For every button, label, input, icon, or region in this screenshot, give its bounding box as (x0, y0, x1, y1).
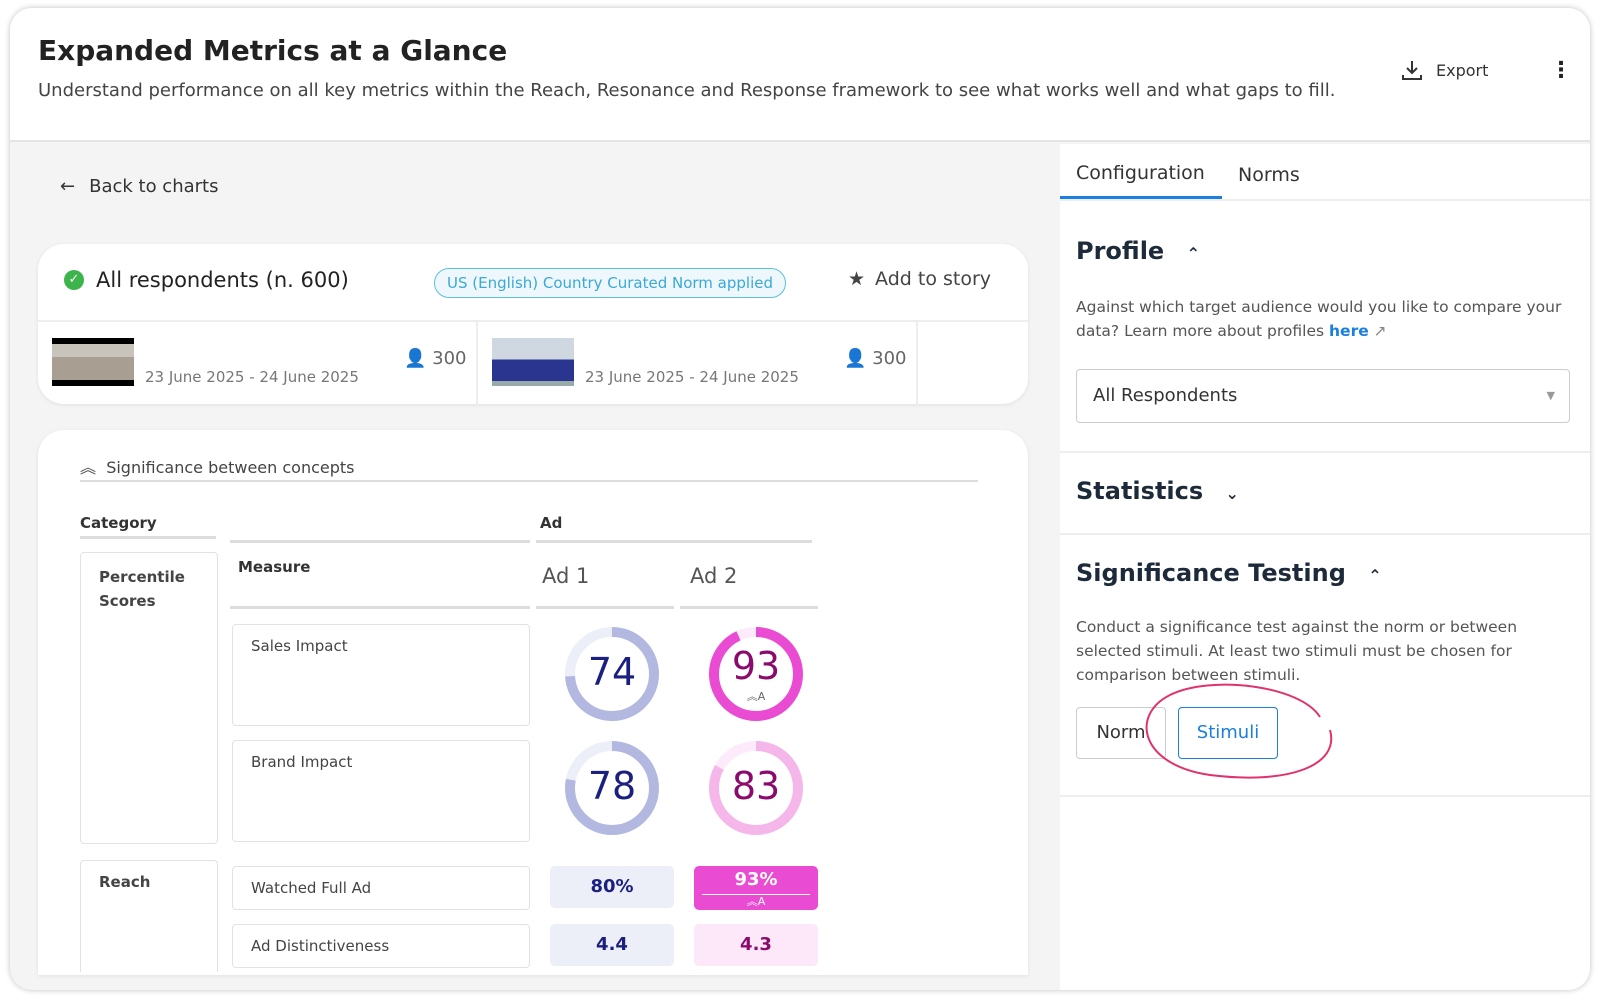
score-value: 74 (587, 650, 637, 694)
ad-tile[interactable]: 23 June 2025 - 24 June 2025 👤 300 (38, 322, 478, 406)
check-circle-icon: ✓ (64, 270, 84, 290)
value-watched-full-ad-ad2: 93% ︽A (694, 866, 818, 910)
tab-norms[interactable]: Norms (1238, 164, 1300, 186)
profile-section: Profile ⌃ Against which target audience … (1060, 201, 1590, 453)
double-chevron-up-icon: ︽ (80, 458, 97, 477)
ad-group-header: Ad (540, 514, 563, 532)
page-header: Expanded Metrics at a Glance Understand … (10, 8, 1590, 142)
profile-toggle[interactable]: Profile ⌃ (1076, 237, 1200, 265)
statistics-section: Statistics ⌄ (1060, 453, 1590, 535)
active-tab-indicator (1060, 196, 1222, 199)
ad-thumbnail (52, 338, 134, 386)
back-label: Back to charts (89, 176, 219, 197)
profile-select[interactable]: All Respondents ▼ (1076, 369, 1570, 423)
significance-marker: ︽A (746, 690, 766, 703)
norm-badge: US (English) Country Curated Norm applie… (434, 268, 787, 298)
statistics-toggle[interactable]: Statistics ⌄ (1076, 477, 1239, 505)
score-value: 78 (587, 764, 637, 808)
respondent-count: 👤 300 (404, 348, 467, 369)
tab-configuration[interactable]: Configuration (1076, 162, 1205, 184)
export-button[interactable]: Export (1400, 58, 1488, 82)
metrics-card: ︽ Significance between concepts Category… (38, 430, 1028, 975)
ring-fill (565, 627, 659, 721)
value-ad-distinctiveness-ad2: 4.3 (694, 924, 818, 966)
export-label: Export (1436, 60, 1489, 80)
significance-description: Conduct a significance test against the … (1076, 618, 1518, 684)
respondents-card: ✓ All respondents (n. 600) US (English) … (38, 244, 1028, 406)
ring-fill (709, 741, 803, 835)
significance-toggle[interactable]: ︽ Significance between concepts (80, 458, 355, 477)
add-to-story-label: Add to story (875, 268, 992, 290)
profile-help-link[interactable]: here (1329, 322, 1369, 340)
configuration-panel: Configuration Norms Profile ⌃ Against wh… (1060, 144, 1590, 990)
value-text: 93% (734, 869, 778, 890)
category-header: Category (80, 514, 157, 532)
respondent-count: 👤 300 (844, 348, 907, 369)
ad-thumbnail (492, 338, 574, 386)
value-watched-full-ad-ad1: 80% (550, 866, 674, 908)
category-percentile-scores: Percentile Scores (80, 552, 218, 844)
respondents-title: All respondents (n. 600) (96, 268, 349, 292)
ad-dates: 23 June 2025 - 24 June 2025 (145, 368, 359, 386)
external-link-icon: ↗ (1373, 322, 1387, 340)
score-ring: 93 ︽A (706, 624, 806, 728)
ad-tile[interactable]: 23 June 2025 - 24 June 2025 👤 300 (478, 322, 918, 406)
ring-fill (709, 627, 803, 721)
page-title: Expanded Metrics at a Glance (38, 34, 508, 67)
ring-fill (565, 741, 659, 835)
ad-dates: 23 June 2025 - 24 June 2025 (585, 368, 799, 386)
back-to-charts-link[interactable]: ← Back to charts (60, 176, 218, 197)
page-subtitle: Understand performance on all key metric… (38, 80, 1336, 101)
star-icon: ★ (848, 268, 866, 290)
hand-drawn-circle-annotation (1145, 683, 1333, 779)
person-icon: 👤 (844, 348, 867, 369)
score-ring: 74 (562, 624, 662, 728)
score-value: 93 (731, 644, 781, 688)
score-ring: 78 (562, 738, 662, 842)
profile-description: Against which target audience would you … (1076, 298, 1562, 340)
stimuli-option-button[interactable]: Stimuli (1178, 707, 1278, 759)
measure-header: Measure (238, 558, 311, 576)
add-to-story-button[interactable]: ★ Add to story (848, 268, 991, 290)
significance-testing-section: Significance Testing ⌃ Conduct a signifi… (1060, 535, 1590, 797)
significance-testing-toggle[interactable]: Significance Testing ⌃ (1076, 559, 1382, 587)
person-icon: 👤 (404, 348, 427, 369)
arrow-left-icon: ← (60, 176, 76, 197)
category-reach: Reach (80, 860, 218, 972)
column-ad-1: Ad 1 (542, 564, 590, 588)
score-ring: 83 (706, 738, 806, 842)
measure-sales-impact: Sales Impact (232, 624, 530, 726)
app-window: Expanded Metrics at a Glance Understand … (10, 8, 1590, 990)
more-options-icon[interactable]: ⋮ (1550, 58, 1572, 83)
value-ad-distinctiveness-ad1: 4.4 (550, 924, 674, 966)
chevron-down-icon: ⌄ (1225, 484, 1239, 503)
chevron-up-icon: ⌃ (1368, 566, 1382, 585)
score-value: 83 (731, 764, 781, 808)
dropdown-caret-icon: ▼ (1546, 389, 1555, 402)
chevron-up-icon: ⌃ (1186, 244, 1200, 263)
significance-marker: ︽A (702, 894, 810, 909)
column-ad-2: Ad 2 (690, 564, 738, 588)
measure-brand-impact: Brand Impact (232, 740, 530, 842)
measure-watched-full-ad: Watched Full Ad (232, 866, 530, 910)
measure-ad-distinctiveness: Ad Distinctiveness (232, 924, 530, 968)
norm-option-button[interactable]: Norm (1076, 707, 1166, 759)
download-icon (1402, 61, 1422, 80)
